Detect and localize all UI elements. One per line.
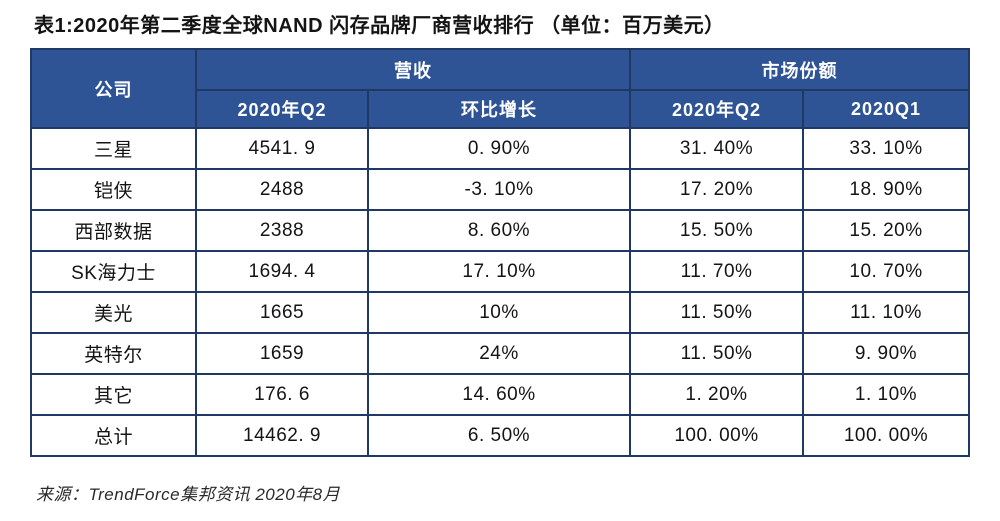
cell-share-q2: 31. 40% [629,127,804,170]
cell-share-q2: 17. 20% [629,168,804,211]
cell-share-q1: 15. 20% [802,209,970,252]
table-row-sk-hynix: SK海力士 1694. 4 17. 10% 11. 70% 10. 70% [30,250,970,293]
cell-share-q2: 11. 50% [629,332,804,375]
cell-share-q1: 1. 10% [802,373,970,416]
cell-company: 英特尔 [30,332,197,375]
table-row-kioxia: 铠侠 2488 -3. 10% 17. 20% 18. 90% [30,168,970,211]
cell-qoq: 6. 50% [367,414,631,457]
cell-qoq: 14. 60% [367,373,631,416]
cell-share-q2: 100. 00% [629,414,804,457]
cell-revenue-q2: 176. 6 [195,373,369,416]
cell-revenue-q2: 1694. 4 [195,250,369,293]
header-cell-revenue-group: 营收 [195,48,631,91]
table-row-samsung: 三星 4541. 9 0. 90% 31. 40% 33. 10% [30,127,970,170]
cell-company: 其它 [30,373,197,416]
cell-company: SK海力士 [30,250,197,293]
cell-share-q1: 10. 70% [802,250,970,293]
cell-share-q2: 11. 50% [629,291,804,334]
cell-revenue-q2: 14462. 9 [195,414,369,457]
cell-qoq: 8. 60% [367,209,631,252]
cell-company: 总计 [30,414,197,457]
header-cell-revenue-qoq: 环比增长 [367,89,631,129]
table-row-others: 其它 176. 6 14. 60% 1. 20% 1. 10% [30,373,970,416]
cell-revenue-q2: 2388 [195,209,369,252]
cell-company: 铠侠 [30,168,197,211]
cell-qoq: -3. 10% [367,168,631,211]
cell-qoq: 24% [367,332,631,375]
cell-share-q2: 1. 20% [629,373,804,416]
cell-revenue-q2: 4541. 9 [195,127,369,170]
cell-company: 西部数据 [30,209,197,252]
table-title: 表1:2020年第二季度全球NAND 闪存品牌厂商营收排行 （单位：百万美元） [34,15,725,37]
source-note: 来源：TrendForce集邦资讯 2020年8月 [36,485,341,504]
cell-company: 美光 [30,291,197,334]
table-row-intel: 英特尔 1659 24% 11. 50% 9. 90% [30,332,970,375]
table-row-total: 总计 14462. 9 6. 50% 100. 00% 100. 00% [30,414,970,457]
table-row-micron: 美光 1665 10% 11. 50% 11. 10% [30,291,970,334]
cell-revenue-q2: 1665 [195,291,369,334]
header-group-row: 公司 营收 市场份额 [30,48,970,129]
header-cell-revenue-q2: 2020年Q2 [195,89,369,129]
header-sub-row: 2020年Q2 环比增长 2020年Q2 2020Q1 [31,89,970,129]
cell-qoq: 0. 90% [367,127,631,170]
cell-qoq: 10% [367,291,631,334]
cell-share-q2: 15. 50% [629,209,804,252]
table-row-western-digital: 西部数据 2388 8. 60% 15. 50% 15. 20% [30,209,970,252]
cell-share-q1: 100. 00% [802,414,970,457]
cell-share-q1: 33. 10% [802,127,970,170]
cell-share-q1: 11. 10% [802,291,970,334]
cell-qoq: 17. 10% [367,250,631,293]
table-body: 三星 4541. 9 0. 90% 31. 40% 33. 10% 铠侠 248… [30,127,970,457]
header-cell-share-q2: 2020年Q2 [629,89,804,129]
nand-revenue-table: 公司 营收 市场份额 2020年Q2 环比增长 2020年Q2 2020Q1 三… [30,48,970,457]
cell-share-q2: 11. 70% [629,250,804,293]
header-cell-company: 公司 [30,48,197,129]
header-cell-share-group: 市场份额 [629,48,970,91]
cell-share-q1: 18. 90% [802,168,970,211]
cell-share-q1: 9. 90% [802,332,970,375]
table-header: 公司 营收 市场份额 2020年Q2 环比增长 2020年Q2 2020Q1 [30,48,970,129]
header-cell-share-q1: 2020Q1 [802,89,970,129]
cell-revenue-q2: 2488 [195,168,369,211]
cell-revenue-q2: 1659 [195,332,369,375]
cell-company: 三星 [30,127,197,170]
